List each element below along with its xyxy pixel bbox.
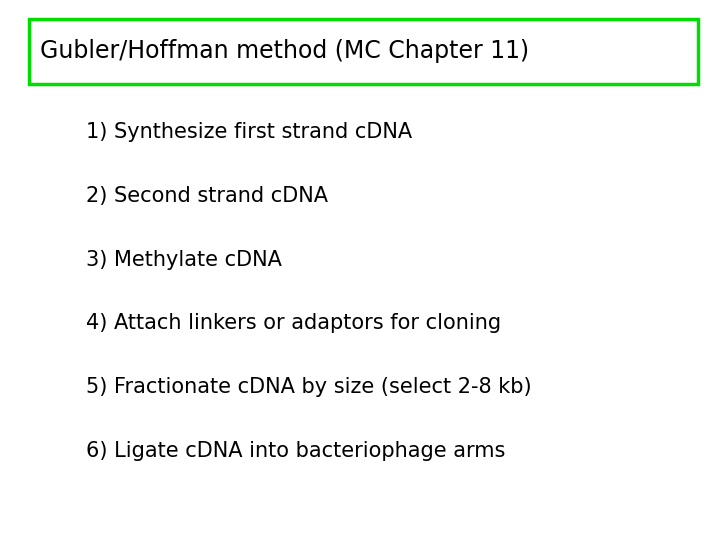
Text: 1) Synthesize first strand cDNA: 1) Synthesize first strand cDNA (86, 122, 413, 143)
Text: 2) Second strand cDNA: 2) Second strand cDNA (86, 186, 328, 206)
Text: 4) Attach linkers or adaptors for cloning: 4) Attach linkers or adaptors for clonin… (86, 313, 502, 334)
Text: 5) Fractionate cDNA by size (select 2-8 kb): 5) Fractionate cDNA by size (select 2-8 … (86, 377, 532, 397)
Bar (29, 19, 698, 84)
Text: Gubler/Hoffman method (MC Chapter 11): Gubler/Hoffman method (MC Chapter 11) (40, 39, 528, 63)
Text: 3) Methylate cDNA: 3) Methylate cDNA (86, 249, 282, 270)
Text: 6) Ligate cDNA into bacteriophage arms: 6) Ligate cDNA into bacteriophage arms (86, 441, 505, 461)
